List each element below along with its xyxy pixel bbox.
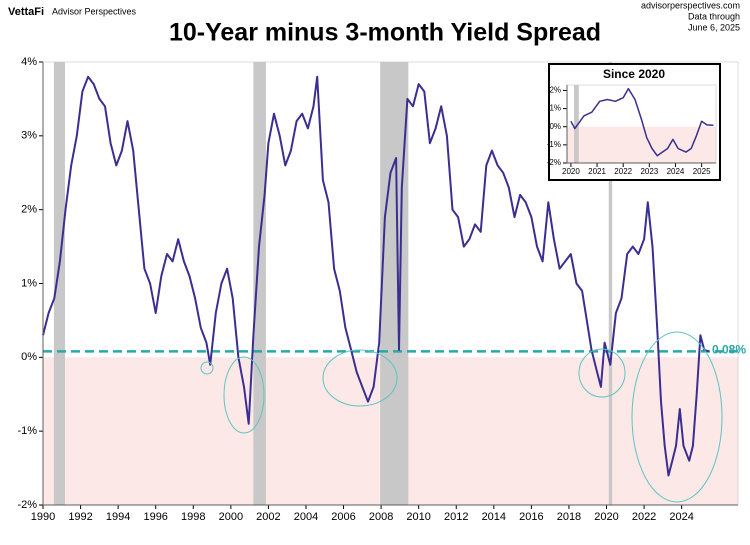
x-tick-label: 2020 <box>594 511 618 523</box>
x-tick-label: 2006 <box>331 511 355 523</box>
x-tick-label: 1996 <box>143 511 167 523</box>
highlight-circle <box>322 349 398 407</box>
y-tick-label: 0% <box>21 351 37 363</box>
reference-label: 0.08% <box>712 343 746 357</box>
recession-band <box>608 62 613 505</box>
x-tick-label: 2010 <box>406 511 430 523</box>
x-tick-label: 1990 <box>31 511 55 523</box>
inset-plot: -2% -1% 0% 1% 2% 2020 2021 2022 2023 2024 2025 <box>547 84 717 176</box>
highlight-circle <box>631 331 723 503</box>
x-tick-label: 2021 <box>588 167 606 176</box>
source: June 6, 2025 <box>688 22 740 32</box>
y-tick-label: 3% <box>21 130 37 142</box>
x-tick-label: 2004 <box>294 511 318 523</box>
series-line <box>42 75 710 477</box>
x-tick-label: 2024 <box>669 511 693 523</box>
y-tick-label: 1% <box>549 104 561 113</box>
negative-zone <box>567 126 716 163</box>
x-tick-label: 2002 <box>256 511 280 523</box>
highlight-circle <box>200 361 214 375</box>
y-tick-label: -2% <box>17 499 37 511</box>
x-tick-label: 2016 <box>519 511 543 523</box>
y-tick-label: 4% <box>21 56 37 68</box>
x-tick-label: 2020 <box>562 167 580 176</box>
y-tick-label: -2% <box>547 158 561 167</box>
x-tick-label: 1994 <box>106 511 130 523</box>
x-tick-label: 2018 <box>557 511 581 523</box>
x-tick-label: 2022 <box>614 167 632 176</box>
recession-band <box>53 62 65 505</box>
y-tick-label: -1% <box>547 140 561 149</box>
x-tick-label: 1992 <box>68 511 92 523</box>
x-tick-label: 2014 <box>482 511 506 523</box>
brand-subtitle: Advisor Perspectives <box>52 6 137 16</box>
recession-band <box>380 62 409 505</box>
x-tick-label: 2000 <box>219 511 243 523</box>
brand: VettaFi <box>8 6 44 18</box>
y-tick-label: 2% <box>21 204 37 216</box>
inset-title: Since 2020 <box>603 67 665 81</box>
x-tick-label: 2023 <box>640 167 658 176</box>
source: Data through <box>688 11 740 21</box>
x-tick-label: 2012 <box>444 511 468 523</box>
y-tick-label: 0% <box>549 122 561 131</box>
y-tick-label: 2% <box>549 86 561 95</box>
plot-frame <box>566 84 717 164</box>
source: advisorperspectives.com <box>641 0 740 10</box>
x-tick-label: 2024 <box>667 167 685 176</box>
y-tick-label: -1% <box>17 425 37 437</box>
x-tick-label: 2008 <box>369 511 393 523</box>
plot-frame <box>42 61 739 506</box>
highlight-circle <box>223 356 265 434</box>
annotations <box>200 331 723 503</box>
x-tick-label: 1998 <box>181 511 205 523</box>
chart-title: 10-Year minus 3-month Yield Spread <box>169 19 601 47</box>
x-tick-label: 2025 <box>693 167 711 176</box>
series-line <box>570 87 714 157</box>
y-tick-label: 1% <box>21 277 37 289</box>
highlight-circle <box>578 348 626 398</box>
recession-band <box>253 62 266 505</box>
recession-band <box>574 85 579 163</box>
x-tick-label: 2022 <box>632 511 656 523</box>
main-plot: -2% -1% 0% 1% 2% 3% 4% 1990 1992 1994 1996 1998 2000… <box>17 56 746 523</box>
